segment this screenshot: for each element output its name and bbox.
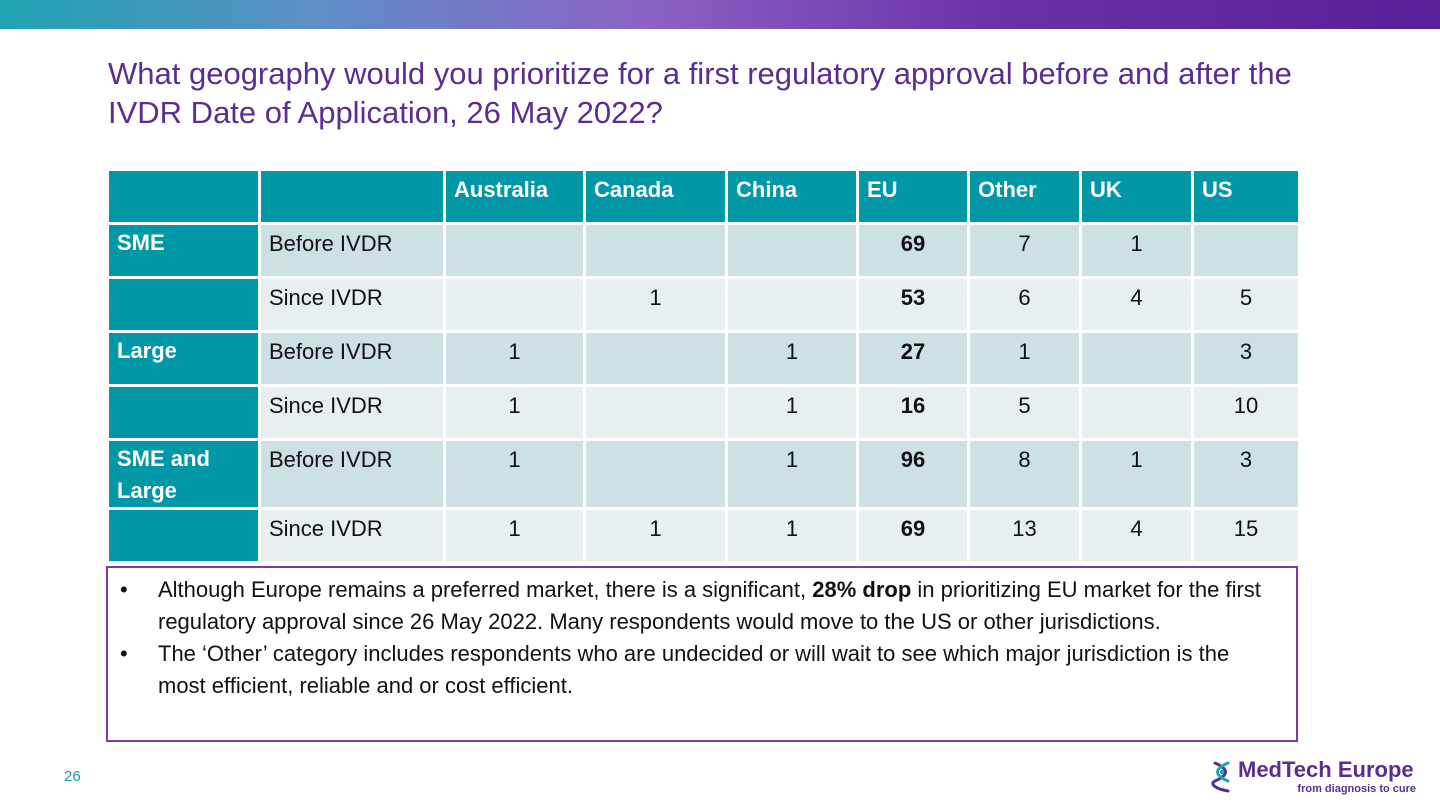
row-group-label: SME	[106, 222, 261, 279]
row-period-label: Before IVDR	[258, 438, 446, 510]
header-australia: Australia	[443, 168, 586, 225]
cell-other: 1	[967, 330, 1082, 387]
cell-eu: 27	[856, 330, 970, 387]
cell-uk	[1079, 384, 1194, 441]
cell-australia: 1	[443, 507, 586, 564]
cell-canada	[583, 384, 728, 441]
row-group-label	[106, 384, 261, 441]
key-findings-box: • Although Europe remains a preferred ma…	[106, 566, 1298, 742]
bullet-icon: •	[120, 641, 128, 666]
header-eu: EU	[856, 168, 970, 225]
table-row: Since IVDR 1 53 6 4 5	[106, 276, 1301, 333]
header-uk: UK	[1079, 168, 1194, 225]
table-row: SME Before IVDR 69 7 1	[106, 222, 1301, 279]
header-us: US	[1191, 168, 1301, 225]
cell-australia: 1	[443, 384, 586, 441]
cell-australia	[443, 222, 586, 279]
top-gradient-bar	[0, 0, 1440, 29]
cell-other: 6	[967, 276, 1082, 333]
slide-title: What geography would you prioritize for …	[108, 56, 1292, 130]
row-period-label: Before IVDR	[258, 222, 446, 279]
finding-highlight: 28% drop	[812, 577, 912, 602]
cell-canada	[583, 222, 728, 279]
cell-uk	[1079, 330, 1194, 387]
cell-australia	[443, 276, 586, 333]
finding-text: Although Europe remains a preferred mark…	[158, 577, 813, 602]
header-china: China	[725, 168, 859, 225]
finding-item: • The ‘Other’ category includes responde…	[120, 638, 1280, 702]
cell-uk: 1	[1079, 222, 1194, 279]
row-period-label: Since IVDR	[258, 276, 446, 333]
logo-name: MedTech Europe	[1238, 757, 1414, 782]
cell-canada: 1	[583, 276, 728, 333]
cell-eu: 53	[856, 276, 970, 333]
header-canada: Canada	[583, 168, 728, 225]
cell-eu: 69	[856, 222, 970, 279]
cell-us: 10	[1191, 384, 1301, 441]
table-row: Large Before IVDR 1 1 27 1 3	[106, 330, 1301, 387]
row-group-label: SME and Large	[106, 438, 261, 510]
cell-china: 1	[725, 330, 859, 387]
cell-us	[1191, 222, 1301, 279]
row-group-label	[106, 276, 261, 333]
finding-item: • Although Europe remains a preferred ma…	[120, 574, 1280, 638]
cell-other: 13	[967, 507, 1082, 564]
row-period-label: Since IVDR	[258, 384, 446, 441]
cell-us: 3	[1191, 438, 1301, 510]
page-number: 26	[64, 768, 81, 785]
table-row: Since IVDR 1 1 16 5 10	[106, 384, 1301, 441]
cell-china: 1	[725, 507, 859, 564]
cell-china	[725, 222, 859, 279]
cell-us: 5	[1191, 276, 1301, 333]
finding-text: The ‘Other’ category includes respondent…	[158, 641, 1230, 698]
cell-other: 5	[967, 384, 1082, 441]
cell-eu: 69	[856, 507, 970, 564]
cell-us: 15	[1191, 507, 1301, 564]
logo-tagline: from diagnosis to cure	[1297, 783, 1416, 795]
helix-logo-icon	[1211, 761, 1230, 793]
cell-china: 1	[725, 384, 859, 441]
medtech-europe-logo: MedTech Europe from diagnosis to cure	[1210, 757, 1420, 797]
table-row: SME and Large Before IVDR 1 1 96 8 1 3	[106, 438, 1301, 510]
cell-australia: 1	[443, 438, 586, 510]
finding-text: in prioritizing EU market for the first …	[158, 577, 1261, 634]
cell-uk: 4	[1079, 276, 1194, 333]
table-header-row: Australia Canada China EU Other UK US	[106, 168, 1301, 225]
row-period-label: Before IVDR	[258, 330, 446, 387]
cell-other: 7	[967, 222, 1082, 279]
cell-other: 8	[967, 438, 1082, 510]
header-cell	[106, 168, 261, 225]
cell-uk: 4	[1079, 507, 1194, 564]
bullet-icon: •	[120, 577, 128, 602]
cell-uk: 1	[1079, 438, 1194, 510]
header-other: Other	[967, 168, 1082, 225]
header-cell	[258, 168, 446, 225]
cell-us: 3	[1191, 330, 1301, 387]
cell-china: 1	[725, 438, 859, 510]
cell-eu: 96	[856, 438, 970, 510]
table-row: Since IVDR 1 1 1 69 13 4 15	[106, 507, 1301, 564]
cell-canada: 1	[583, 507, 728, 564]
row-group-label: Large	[106, 330, 261, 387]
cell-eu: 16	[856, 384, 970, 441]
cell-china	[725, 276, 859, 333]
row-group-label	[106, 507, 261, 564]
row-period-label: Since IVDR	[258, 507, 446, 564]
geography-table: Australia Canada China EU Other UK US SM…	[106, 168, 1301, 564]
cell-canada	[583, 330, 728, 387]
cell-australia: 1	[443, 330, 586, 387]
cell-canada	[583, 438, 728, 510]
